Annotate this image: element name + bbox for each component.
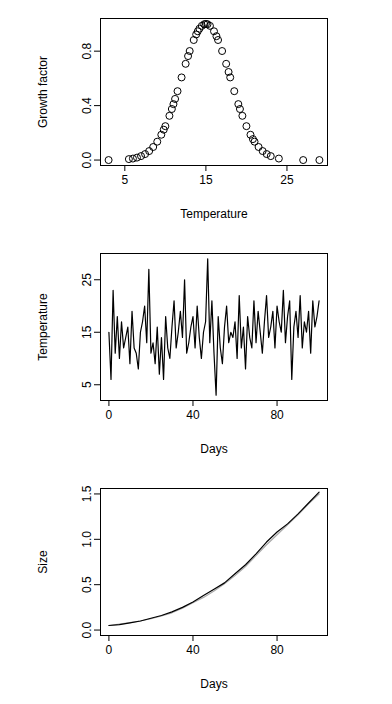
svg-text:25: 25 xyxy=(80,273,94,287)
svg-text:0: 0 xyxy=(106,408,113,422)
svg-text:1.5: 1.5 xyxy=(80,485,94,502)
svg-text:0.4: 0.4 xyxy=(80,97,94,114)
svg-text:Growth factor: Growth factor xyxy=(36,56,50,128)
svg-text:Temperature: Temperature xyxy=(180,207,248,221)
svg-text:Temperature: Temperature xyxy=(36,293,50,361)
svg-text:0.5: 0.5 xyxy=(80,576,94,593)
svg-text:15: 15 xyxy=(80,325,94,339)
svg-text:1.0: 1.0 xyxy=(80,531,94,548)
svg-text:0.8: 0.8 xyxy=(80,43,94,60)
svg-text:15: 15 xyxy=(199,173,213,187)
svg-text:0.0: 0.0 xyxy=(80,621,94,638)
svg-text:Size: Size xyxy=(36,550,50,574)
svg-text:80: 80 xyxy=(270,408,284,422)
svg-text:40: 40 xyxy=(186,408,200,422)
svg-text:0: 0 xyxy=(106,643,113,657)
svg-text:5: 5 xyxy=(121,173,128,187)
svg-text:Days: Days xyxy=(200,442,227,456)
svg-text:80: 80 xyxy=(270,643,284,657)
svg-text:40: 40 xyxy=(186,643,200,657)
svg-text:Days: Days xyxy=(200,677,227,691)
svg-text:0.0: 0.0 xyxy=(80,151,94,168)
svg-text:5: 5 xyxy=(80,381,94,388)
svg-text:25: 25 xyxy=(280,173,294,187)
